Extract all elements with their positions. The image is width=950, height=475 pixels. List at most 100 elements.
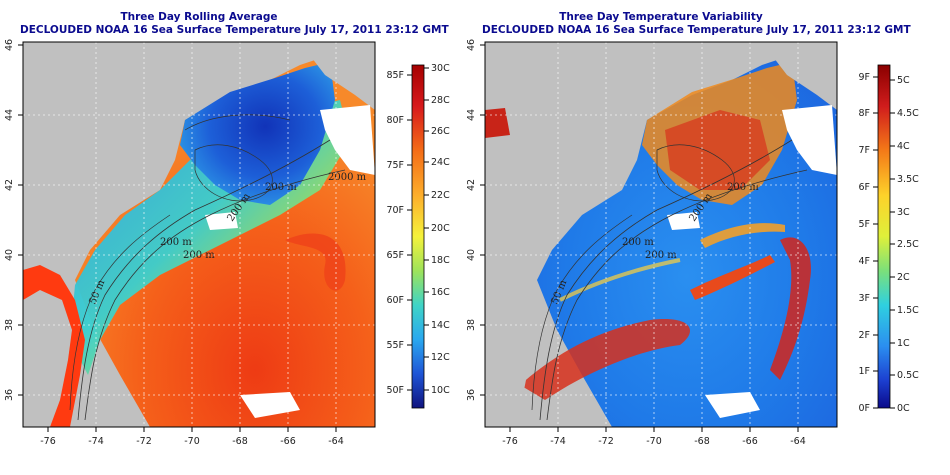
- right-map-frame: [484, 41, 838, 428]
- left-x-axis: -76 -74 -72 -70 -68 -66 -64: [40, 427, 344, 447]
- right-title: Three Day Temperature Variability: [559, 11, 763, 23]
- right-streak-slope: [520, 319, 690, 400]
- left-title-block: Three Day Rolling Average DECLOUDED NOAA…: [20, 11, 449, 37]
- right-x-axis: -76 -74 -72 -70 -68 -66 -64: [502, 427, 806, 447]
- right-colorbar-f-label: 9F: [858, 72, 870, 83]
- right-contour-label-1: 200 m: [645, 250, 677, 261]
- left-x-tick: -70: [184, 436, 200, 447]
- left-colorbar-c-label: 30C: [431, 63, 450, 74]
- right-gulf-of-maine-core: [665, 110, 770, 190]
- right-streak-north: [700, 223, 785, 248]
- left-x-tick: -66: [280, 436, 296, 447]
- left-colorbar-c-label: 24C: [431, 157, 450, 168]
- left-colorbar-f-label: 65F: [386, 250, 404, 261]
- left-colorbar-f-label: 70F: [386, 205, 404, 216]
- left-colorbar-f-label: 75F: [386, 160, 404, 171]
- right-colorbar-c-label: 3.5C: [897, 174, 919, 185]
- left-x-tick: -64: [328, 436, 344, 447]
- right-y-tick: 46: [466, 39, 477, 51]
- right-title-block: Three Day Temperature Variability DECLOU…: [482, 11, 911, 37]
- right-colorbar-c-label: 4C: [897, 141, 910, 152]
- left-x-tick: -72: [136, 436, 152, 447]
- left-colorbar-ramp: [411, 64, 425, 409]
- right-colorbar-c-label: 0.5C: [897, 370, 919, 381]
- right-y-axis: 46 44 42 40 38 36: [466, 39, 485, 401]
- left-colorbar-f-label: 60F: [386, 295, 404, 306]
- right-y-tick: 36: [466, 389, 477, 401]
- right-contour-gom: [656, 144, 735, 202]
- right-colorbar-c-label: 5C: [897, 75, 910, 86]
- right-land-mainland: [485, 42, 647, 268]
- left-map-frame: [22, 41, 376, 428]
- left-colorbar-c-label: 18C: [431, 255, 450, 266]
- left-gulf-of-maine: [180, 62, 335, 205]
- left-y-tick: 40: [4, 249, 15, 261]
- left-subtitle: DECLOUDED NOAA 16 Sea Surface Temperatur…: [20, 24, 449, 36]
- right-colorbar-f-label: 3F: [858, 293, 870, 304]
- right-x-tick: -68: [694, 436, 710, 447]
- right-colorbar-c-label: 0C: [897, 403, 910, 414]
- right-contour-label-5: 200 m: [727, 182, 759, 193]
- right-cloud-south: [705, 392, 760, 418]
- right-x-tick: -76: [502, 436, 518, 447]
- left-y-tick: 36: [4, 389, 15, 401]
- left-contour-2000m: [84, 169, 346, 421]
- left-land-delmarva: [23, 290, 72, 427]
- right-colorbar-f-label: 1F: [858, 366, 870, 377]
- left-cloud-patch: [320, 105, 375, 175]
- right-land-nova-scotia: [762, 42, 837, 110]
- left-colorbar-c-label: 20C: [431, 223, 450, 234]
- left-contour-gom: [194, 144, 273, 202]
- left-colorbar-c-label: 14C: [431, 320, 450, 331]
- right-colorbar: 9F 8F 7F 6F 5F 4F 3F 2F 1F 0F 5C 4.5C 4C…: [858, 64, 919, 414]
- left-y-tick: 38: [4, 319, 15, 331]
- left-land-mainland: [23, 42, 185, 268]
- right-colorbar-f-label: 5F: [858, 219, 870, 230]
- left-contour-200m: [77, 139, 331, 421]
- right-contour-2000m: [546, 169, 808, 421]
- right-colorbar-c-label: 1C: [897, 338, 910, 349]
- right-x-tick: -66: [742, 436, 758, 447]
- left-warm-eddy: [285, 233, 346, 291]
- right-x-tick: -72: [598, 436, 614, 447]
- left-y-tick: 44: [4, 109, 15, 121]
- left-colorbar: 85F 80F 75F 70F 65F 60F 55F 50F 30C 28C …: [386, 63, 450, 409]
- right-y-tick: 44: [466, 109, 477, 121]
- left-contour-georges: [184, 114, 291, 131]
- right-contour-50m: [531, 214, 633, 411]
- left-colorbar-f-label: 80F: [386, 115, 404, 126]
- right-colorbar-f-label: 8F: [858, 108, 870, 119]
- left-x-tick: -68: [232, 436, 248, 447]
- left-y-tick: 46: [4, 39, 15, 51]
- left-x-tick: -74: [88, 436, 104, 447]
- left-colorbar-c-label: 22C: [431, 190, 450, 201]
- left-x-tick: -76: [40, 436, 56, 447]
- left-colorbar-f-label: 55F: [386, 340, 404, 351]
- left-y-axis: 46 44 42 40 38 36: [4, 39, 23, 401]
- right-map: 200 m 200 m 50 m 200 m 200 m: [485, 42, 837, 427]
- left-contour-50m: [69, 214, 171, 411]
- right-cloud-patch: [782, 105, 837, 175]
- right-y-tick: 40: [466, 249, 477, 261]
- right-colorbar-c-label: 4.5C: [897, 108, 919, 119]
- right-colorbar-c-label: 3C: [897, 207, 910, 218]
- left-map: 200 m 200 m 50 m 200 m 200 m 2000 m: [23, 42, 375, 427]
- right-streak-front: [690, 255, 775, 300]
- right-streak-shelf: [559, 258, 681, 302]
- left-land-nova-scotia: [300, 42, 375, 110]
- left-title: Three Day Rolling Average: [120, 11, 278, 23]
- right-colorbar-f-label: 6F: [858, 182, 870, 193]
- left-graticule: [23, 42, 375, 427]
- right-coastal-high: [485, 108, 510, 138]
- left-y-tick: 42: [4, 179, 15, 191]
- right-x-tick: -64: [790, 436, 806, 447]
- right-colorbar-f-label: 0F: [858, 403, 870, 414]
- left-colorbar-f-label: 50F: [386, 385, 404, 396]
- right-colorbar-f-label: 7F: [858, 145, 870, 156]
- right-graticule: [485, 42, 837, 427]
- left-cloud-cape: [205, 212, 238, 230]
- left-colorbar-c-label: 26C: [431, 126, 450, 137]
- right-y-tick: 42: [466, 179, 477, 191]
- right-colorbar-c-label: 2C: [897, 272, 910, 283]
- right-x-tick: -74: [550, 436, 566, 447]
